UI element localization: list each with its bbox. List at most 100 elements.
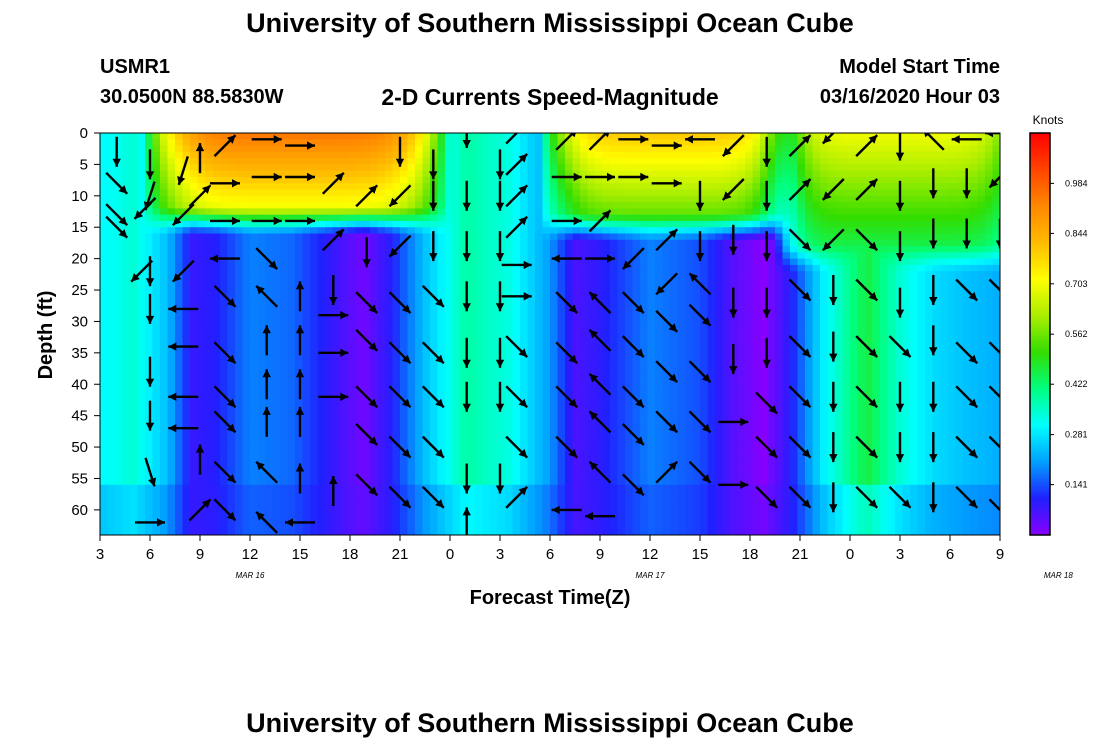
heatmap-cell — [580, 183, 589, 191]
heatmap-cell — [580, 164, 589, 172]
heatmap-cell — [587, 315, 596, 323]
heatmap-cell — [265, 176, 274, 184]
heatmap-cell — [182, 522, 191, 530]
heatmap-cell — [212, 371, 221, 379]
heatmap-cell — [100, 377, 109, 385]
heatmap-cell — [137, 371, 146, 379]
heatmap-cell — [392, 509, 401, 517]
heatmap-cell — [542, 465, 551, 473]
heatmap-cell — [152, 359, 161, 367]
heatmap-cell — [632, 352, 641, 360]
heatmap-cell — [160, 164, 169, 172]
heatmap-cell — [587, 139, 596, 147]
heatmap-cell — [557, 214, 566, 222]
heatmap-cell — [242, 315, 251, 323]
heatmap-cell — [212, 352, 221, 360]
heatmap-cell — [340, 472, 349, 480]
heatmap-cell — [512, 365, 521, 373]
heatmap-cell — [130, 503, 139, 511]
heatmap-cell — [122, 365, 131, 373]
heatmap-cell — [160, 208, 169, 216]
heatmap-cell — [362, 321, 371, 329]
heatmap-cell — [377, 522, 386, 530]
heatmap-cell — [550, 421, 559, 429]
heatmap-cell — [197, 516, 206, 524]
heatmap-cell — [347, 290, 356, 297]
heatmap-cell — [205, 252, 214, 260]
heatmap-cell — [220, 139, 229, 147]
heatmap-cell — [227, 384, 236, 392]
heatmap-cell — [100, 133, 109, 140]
heatmap-cell — [107, 434, 116, 442]
heatmap-cell — [565, 233, 574, 241]
heatmap-cell — [617, 421, 626, 429]
heatmap-cell — [670, 208, 679, 216]
heatmap-cell — [587, 503, 596, 511]
heatmap-cell — [355, 158, 364, 166]
heatmap-cell — [355, 352, 364, 360]
heatmap-cell — [175, 327, 184, 335]
heatmap-cell — [182, 176, 191, 184]
heatmap-cell — [167, 459, 176, 467]
heatmap-cell — [355, 214, 364, 222]
heatmap-cell — [572, 390, 581, 398]
heatmap-cell — [355, 283, 364, 291]
heatmap-cell — [565, 428, 574, 436]
heatmap-cell — [265, 151, 274, 159]
heatmap-cell — [632, 371, 641, 379]
heatmap-cell — [512, 233, 521, 241]
heatmap-cell — [265, 271, 274, 279]
heatmap-cell — [122, 377, 131, 385]
heatmap-cell — [272, 170, 281, 178]
heatmap-cell — [242, 189, 251, 197]
heatmap-cell — [212, 296, 221, 304]
heatmap-cell — [332, 277, 341, 285]
heatmap-cell — [407, 296, 416, 304]
heatmap-cell — [280, 465, 289, 473]
heatmap-cell — [287, 158, 296, 166]
heatmap-cell — [355, 497, 364, 505]
heatmap-cell — [310, 139, 319, 147]
heatmap-cell — [100, 189, 109, 197]
heatmap-cell — [325, 334, 334, 341]
heatmap-cell — [670, 377, 679, 385]
heatmap-cell — [167, 214, 176, 222]
heatmap-cell — [347, 133, 356, 140]
heatmap-cell — [580, 202, 589, 209]
heatmap-cell — [572, 440, 581, 448]
heatmap-cell — [287, 308, 296, 316]
heatmap-cell — [640, 227, 649, 235]
heatmap-cell — [595, 246, 604, 253]
heatmap-cell — [137, 396, 146, 404]
heatmap-cell — [452, 390, 461, 398]
heatmap-cell — [632, 290, 641, 297]
heatmap-cell — [610, 447, 619, 454]
heatmap-cell — [385, 302, 394, 310]
heatmap-cell — [257, 283, 266, 291]
heatmap-cell — [235, 516, 244, 524]
heatmap-cell — [467, 327, 476, 335]
heatmap-cell — [302, 478, 311, 486]
heatmap-cell — [197, 321, 206, 329]
heatmap-cell — [422, 145, 431, 153]
heatmap-cell — [212, 465, 221, 473]
heatmap-cell — [370, 447, 379, 454]
heatmap-cell — [497, 195, 506, 203]
heatmap-cell — [662, 277, 671, 285]
heatmap-cell — [640, 264, 649, 272]
heatmap-cell — [407, 472, 416, 480]
heatmap-cell — [542, 327, 551, 335]
heatmap-cell — [280, 139, 289, 147]
heatmap-cell — [175, 447, 184, 454]
heatmap-cell — [407, 290, 416, 297]
heatmap-cell — [475, 220, 484, 228]
heatmap-cell — [557, 503, 566, 511]
heatmap-cell — [452, 459, 461, 467]
heatmap-cell — [212, 509, 221, 517]
heatmap-cell — [302, 377, 311, 385]
heatmap-cell — [452, 214, 461, 222]
heatmap-cell — [107, 321, 116, 329]
heatmap-cell — [257, 465, 266, 473]
heatmap-cell — [415, 434, 424, 442]
heatmap-cell — [332, 371, 341, 379]
